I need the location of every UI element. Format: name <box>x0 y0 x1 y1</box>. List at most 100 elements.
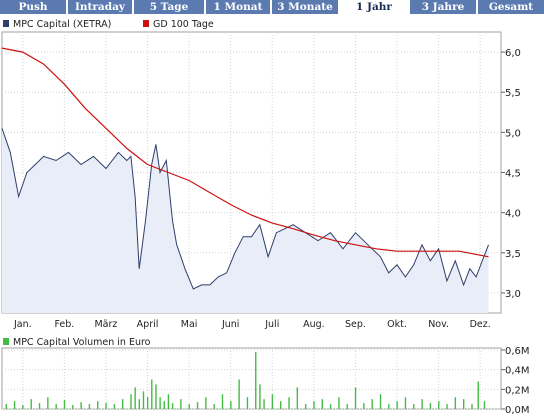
volume-bar <box>404 397 407 409</box>
price-y-tick-label: 6,0 <box>505 48 521 59</box>
volume-bar <box>188 404 190 409</box>
x-tick-label: Dez. <box>470 319 491 330</box>
price-y-tick-label: 4,5 <box>505 169 521 180</box>
volume-bar <box>113 404 116 409</box>
volume-bar <box>134 387 136 409</box>
volume-bar <box>105 403 107 409</box>
ma-series-line <box>1 47 489 258</box>
legend-swatch-price <box>3 20 9 27</box>
tab-1-monat[interactable]: 1 Monat <box>206 0 270 14</box>
volume-bar <box>483 401 486 409</box>
x-tick-label: Jan. <box>13 319 32 330</box>
volume-bar <box>130 394 132 409</box>
x-tick-label: Aug. <box>303 319 325 330</box>
tab-3-jahre[interactable]: 3 Jahre <box>410 0 476 14</box>
tab-5-tage[interactable]: 5 Tage <box>134 0 204 14</box>
legend-swatch-ma <box>143 20 149 27</box>
tab-push[interactable]: Push <box>0 0 66 14</box>
volume-bar <box>13 401 16 409</box>
legend-label-ma: GD 100 Tage <box>153 19 214 30</box>
volume-bar <box>346 404 348 409</box>
volume-bar <box>167 394 170 409</box>
volume-bar <box>138 399 141 409</box>
legend-label-volume: MPC Capital Volumen in Euro <box>13 337 151 348</box>
volume-bar <box>296 387 299 409</box>
tab-intraday[interactable]: Intraday <box>68 0 132 14</box>
volume-bar <box>421 399 423 409</box>
volume-bar <box>304 404 307 409</box>
volume-bar <box>155 384 157 409</box>
volume-bar <box>80 402 82 409</box>
volume-bar <box>163 401 165 409</box>
x-tick-label: März <box>94 319 117 330</box>
x-tick-label: Juli <box>264 319 279 330</box>
price-y-tick-label: 3,0 <box>505 289 521 300</box>
legend-label-price: MPC Capital (XETRA) <box>13 19 111 30</box>
volume-bar <box>429 403 432 409</box>
volume-bar <box>30 399 32 409</box>
x-tick-label: Nov. <box>428 319 449 330</box>
volume-bar <box>151 379 153 409</box>
volume-bar <box>271 394 274 409</box>
volume-bar <box>213 404 215 409</box>
volume-y-tick-label: 0,0M <box>505 405 530 416</box>
volume-panel-frame <box>1 347 502 410</box>
volume-bar <box>22 405 24 409</box>
volume-bar <box>338 397 340 409</box>
volume-bar <box>462 399 465 409</box>
volume-bar <box>379 394 382 409</box>
volume-bar <box>97 401 99 409</box>
volume-bar <box>280 401 282 409</box>
volume-bar <box>246 397 249 409</box>
volume-bar <box>446 404 448 409</box>
volume-bar <box>180 399 182 409</box>
volume-bar <box>329 404 332 409</box>
tab-1-jahr[interactable]: 1 Jahr <box>340 0 408 14</box>
volume-bar <box>5 404 7 409</box>
volume-bar <box>396 401 398 409</box>
price-y-tick-label: 5,5 <box>505 88 521 99</box>
volume-bar <box>259 384 261 409</box>
price-area-fill <box>2 128 489 313</box>
volume-bar <box>288 397 290 409</box>
volume-bar <box>205 397 207 409</box>
x-tick-label: Juni <box>221 319 239 330</box>
volume-bar <box>477 381 479 409</box>
tab-gesamt[interactable]: Gesamt <box>478 0 544 14</box>
volume-bar <box>221 394 224 409</box>
volume-bar <box>88 404 91 409</box>
legend-swatch-volume <box>3 338 9 345</box>
volume-bar <box>313 401 315 409</box>
volume-bar <box>454 397 457 409</box>
volume-bar <box>321 399 323 409</box>
x-tick-label: Sep. <box>345 319 366 330</box>
volume-bar <box>263 399 265 409</box>
volume-bar <box>121 399 124 409</box>
volume-bar <box>363 403 365 409</box>
price-y-tick-label: 3,5 <box>505 249 521 260</box>
x-tick-label: Feb. <box>54 319 74 330</box>
volume-bar <box>371 399 373 409</box>
volume-bar <box>63 400 66 409</box>
volume-bar <box>196 402 199 409</box>
volume-bar <box>388 404 390 409</box>
volume-bar <box>230 401 232 409</box>
volume-y-tick-label: 0,6M <box>505 346 530 357</box>
price-series-line <box>1 128 489 290</box>
volume-bar <box>38 403 41 409</box>
volume-bar <box>238 379 240 409</box>
volume-y-tick-label: 0,4M <box>505 366 530 377</box>
tab-3-monate[interactable]: 3 Monate <box>272 0 338 14</box>
x-tick-label: Mai <box>181 319 198 330</box>
volume-bar <box>354 387 357 409</box>
volume-bar <box>171 403 174 409</box>
volume-bar <box>471 404 473 409</box>
volume-bar <box>413 404 415 409</box>
volume-bar <box>142 391 145 409</box>
price-y-tick-label: 4,0 <box>505 209 521 220</box>
volume-bar <box>438 401 440 409</box>
volume-bar <box>146 397 149 409</box>
timeframe-tab-bar: Push Intraday 5 Tage 1 Monat 3 Monate 1 … <box>0 0 544 14</box>
volume-bar <box>47 397 49 409</box>
